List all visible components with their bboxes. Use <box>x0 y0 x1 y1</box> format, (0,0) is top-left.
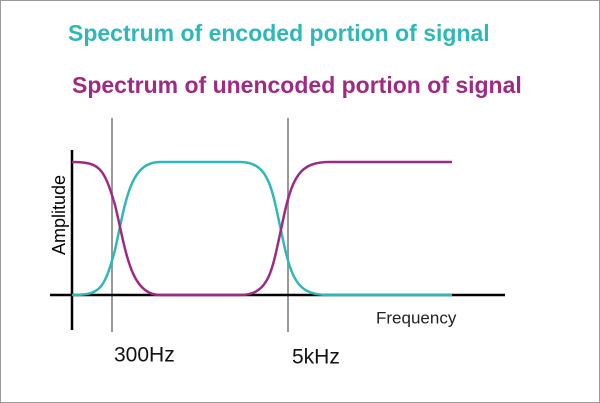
encoded-title: Spectrum of encoded portion of signal <box>68 20 490 46</box>
unencoded-title: Spectrum of unencoded portion of signal <box>72 72 522 98</box>
marker-label: 300Hz <box>114 344 175 367</box>
y-axis-label: Amplitude <box>49 175 69 255</box>
encoded-curve <box>71 160 452 297</box>
unencoded-curve <box>71 160 452 297</box>
x-axis-label: Frequency <box>376 308 457 327</box>
marker-label: 5kHz <box>292 346 340 369</box>
